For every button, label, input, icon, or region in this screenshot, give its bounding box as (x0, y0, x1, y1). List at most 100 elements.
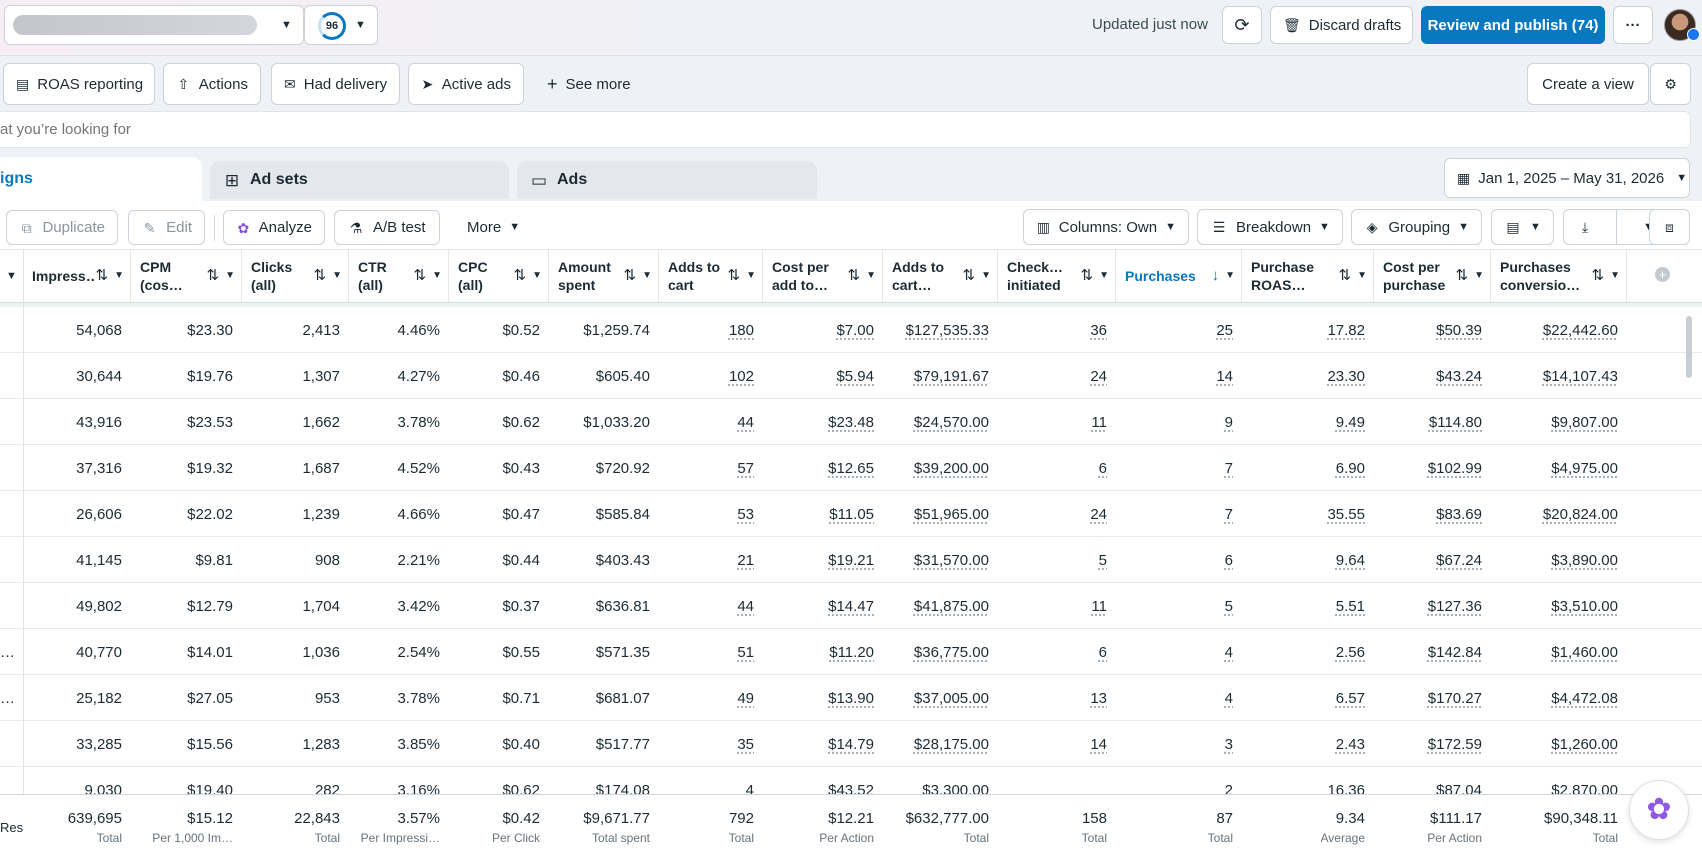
table-cell[interactable]: 14 (1216, 367, 1233, 385)
edit-button[interactable]: ✎ Edit (128, 210, 205, 245)
table-row[interactable]: … 40,770 $14.01 1,036 2.54% $0.55 $571.35 51 $11… (0, 629, 1702, 675)
search-input[interactable] (0, 112, 1680, 147)
table-cell[interactable]: $11.20 (829, 643, 874, 661)
view-settings-button[interactable]: ⚙ (1650, 63, 1691, 105)
chevron-down-icon[interactable]: ▼ (225, 270, 235, 281)
table-cell[interactable]: $14,107.43 (1542, 367, 1618, 385)
table-cell[interactable]: 2.43 (1335, 735, 1365, 753)
table-cell[interactable]: $114.80 (1428, 413, 1482, 431)
table-cell[interactable]: 9 (1224, 413, 1233, 431)
table-cell[interactable]: 6 (1224, 551, 1233, 569)
table-cell[interactable]: $12.65 (828, 459, 874, 477)
table-cell[interactable]: 4 (1224, 689, 1233, 707)
table-cell[interactable]: 24 (1090, 505, 1107, 523)
table-row[interactable]: 43,916 $23.53 1,662 3.78% $0.62 $1,033.20 44 $2… (0, 399, 1702, 445)
table-row[interactable]: … 25,182 $27.05 953 3.78% $0.71 $681.07 49 $13.9… (0, 675, 1702, 721)
column-header[interactable]: Cost per purchase ⇅ ▼ (1374, 250, 1491, 302)
table-cell[interactable]: 57 (737, 459, 754, 477)
table-row[interactable]: 49,802 $12.79 1,704 3.42% $0.37 $636.81 44 $14.… (0, 583, 1702, 629)
table-cell[interactable]: $67.24 (1436, 551, 1482, 569)
table-row[interactable]: 30,644 $19.76 1,307 4.27% $0.46 $605.40 102 $5.… (0, 353, 1702, 399)
table-cell[interactable]: 6 (1098, 643, 1107, 661)
add-column-icon[interactable]: + (1655, 267, 1670, 282)
table-cell[interactable]: 53 (737, 505, 754, 523)
view-actions[interactable]: ⇧ Actions (163, 63, 261, 105)
table-cell[interactable]: 7 (1224, 459, 1233, 477)
table-cell[interactable]: $1,260.00 (1551, 735, 1618, 753)
sort-icon[interactable]: ⇅ (1455, 267, 1469, 284)
column-header[interactable]: Purchase ROAS… ⇅ ▼ (1242, 250, 1374, 302)
table-row-partial[interactable]: 9,030 $19.40 282 3.16% $0.62 $174.08 4 $43.52 $3… (0, 767, 1702, 795)
column-header[interactable]: Cost per add to… ⇅ ▼ (763, 250, 883, 302)
header-first-col-chevron-icon[interactable]: ▼ (6, 270, 17, 282)
table-cell[interactable]: 102 (728, 367, 754, 385)
table-cell[interactable]: 44 (737, 413, 754, 431)
table-cell[interactable]: $4,975.00 (1551, 459, 1618, 477)
sort-icon[interactable]: ⇅ (313, 267, 327, 284)
table-cell[interactable]: 2.56 (1335, 643, 1365, 661)
table-row[interactable]: 33,285 $15.56 1,283 3.85% $0.40 $517.77 35 $14.… (0, 721, 1702, 767)
more-actions-button[interactable]: More ▼ (467, 219, 521, 236)
column-header[interactable]: Adds to cart… ⇅ ▼ (883, 250, 998, 302)
table-cell[interactable]: $79,191.67 (913, 367, 989, 385)
table-cell[interactable]: $11.05 (829, 505, 874, 523)
chevron-down-icon[interactable]: ▼ (746, 270, 756, 281)
table-cell[interactable]: $28,175.00 (913, 735, 989, 753)
duplicate-button[interactable]: ⧉ Duplicate (6, 210, 118, 245)
assistant-launcher-button[interactable]: ✿ (1629, 780, 1689, 840)
review-publish-button[interactable]: Review and publish (74) (1421, 6, 1605, 44)
table-cell[interactable]: $20,824.00 (1542, 505, 1618, 523)
table-cell[interactable]: 35 (737, 735, 754, 753)
table-cell[interactable]: 14 (1090, 735, 1107, 753)
sort-icon[interactable]: ⇅ (513, 267, 527, 284)
analyze-button[interactable]: ✿ Analyze (223, 210, 325, 245)
grouping-button[interactable]: ◈ Grouping ▼ (1351, 209, 1482, 245)
column-header[interactable]: Amount spent ⇅ ▼ (549, 250, 659, 302)
chevron-down-icon[interactable]: ▼ (432, 270, 442, 281)
table-cell[interactable]: $170.27 (1427, 689, 1482, 707)
table-cell[interactable]: 35.55 (1327, 505, 1365, 523)
table-cell[interactable]: $14.79 (828, 735, 874, 753)
tab-ads[interactable]: ▭ Ads (517, 161, 817, 199)
table-cell[interactable]: $23.48 (828, 413, 874, 431)
sort-icon[interactable]: ⇅ (413, 267, 427, 284)
see-more-button[interactable]: + See more (547, 74, 631, 94)
column-header[interactable]: CPC (all) ⇅ ▼ (449, 250, 549, 302)
chevron-down-icon[interactable]: ▼ (114, 270, 124, 281)
column-header[interactable]: Adds to cart ⇅ ▼ (659, 250, 763, 302)
table-cell[interactable]: 17.82 (1327, 321, 1365, 339)
table-cell[interactable]: 6.90 (1335, 459, 1365, 477)
more-options-button[interactable]: ··· (1613, 6, 1653, 44)
table-cell[interactable]: 25 (1216, 321, 1233, 339)
chevron-down-icon[interactable]: ▼ (866, 270, 876, 281)
column-header[interactable]: Purchases ↓ ▼ (1116, 250, 1242, 302)
discard-drafts-button[interactable]: 🗑 Discard drafts (1270, 6, 1413, 44)
table-cell[interactable]: 21 (737, 551, 754, 569)
column-header[interactable]: CTR (all) ⇅ ▼ (349, 250, 449, 302)
account-quality-widget[interactable]: 96 ▼ (304, 5, 378, 45)
table-row[interactable]: 26,606 $22.02 1,239 4.66% $0.47 $585.84 53 $11.… (0, 491, 1702, 537)
table-cell[interactable]: 6 (1098, 459, 1107, 477)
sort-icon[interactable]: ⇅ (847, 267, 861, 284)
table-cell[interactable]: $3,890.00 (1551, 551, 1618, 569)
table-cell[interactable]: 49 (737, 689, 754, 707)
table-cell[interactable]: $31,570.00 (913, 551, 989, 569)
sort-icon[interactable]: ⇅ (962, 267, 976, 284)
sort-icon[interactable]: ⇅ (1080, 267, 1094, 284)
vertical-scrollbar[interactable] (1686, 316, 1692, 378)
column-header[interactable]: Clicks (all) ⇅ ▼ (242, 250, 349, 302)
table-cell[interactable]: 9.64 (1335, 551, 1365, 569)
sort-icon[interactable]: ⇅ (623, 267, 637, 284)
table-cell[interactable]: $36,775.00 (913, 643, 989, 661)
table-cell[interactable]: $37,005.00 (913, 689, 989, 707)
table-cell[interactable]: 5 (1098, 551, 1107, 569)
table-cell[interactable]: 180 (728, 321, 754, 339)
chevron-down-icon[interactable]: ▼ (1474, 270, 1484, 281)
table-cell[interactable]: $172.59 (1427, 735, 1482, 753)
table-cell[interactable]: 51 (737, 643, 754, 661)
table-cell[interactable]: 11 (1091, 597, 1107, 615)
table-cell[interactable]: $50.39 (1436, 321, 1482, 339)
view-active-ads[interactable]: ➤ Active ads (408, 63, 524, 105)
chevron-down-icon[interactable]: ▼ (1610, 270, 1620, 281)
table-cell[interactable]: 5.51 (1335, 597, 1365, 615)
